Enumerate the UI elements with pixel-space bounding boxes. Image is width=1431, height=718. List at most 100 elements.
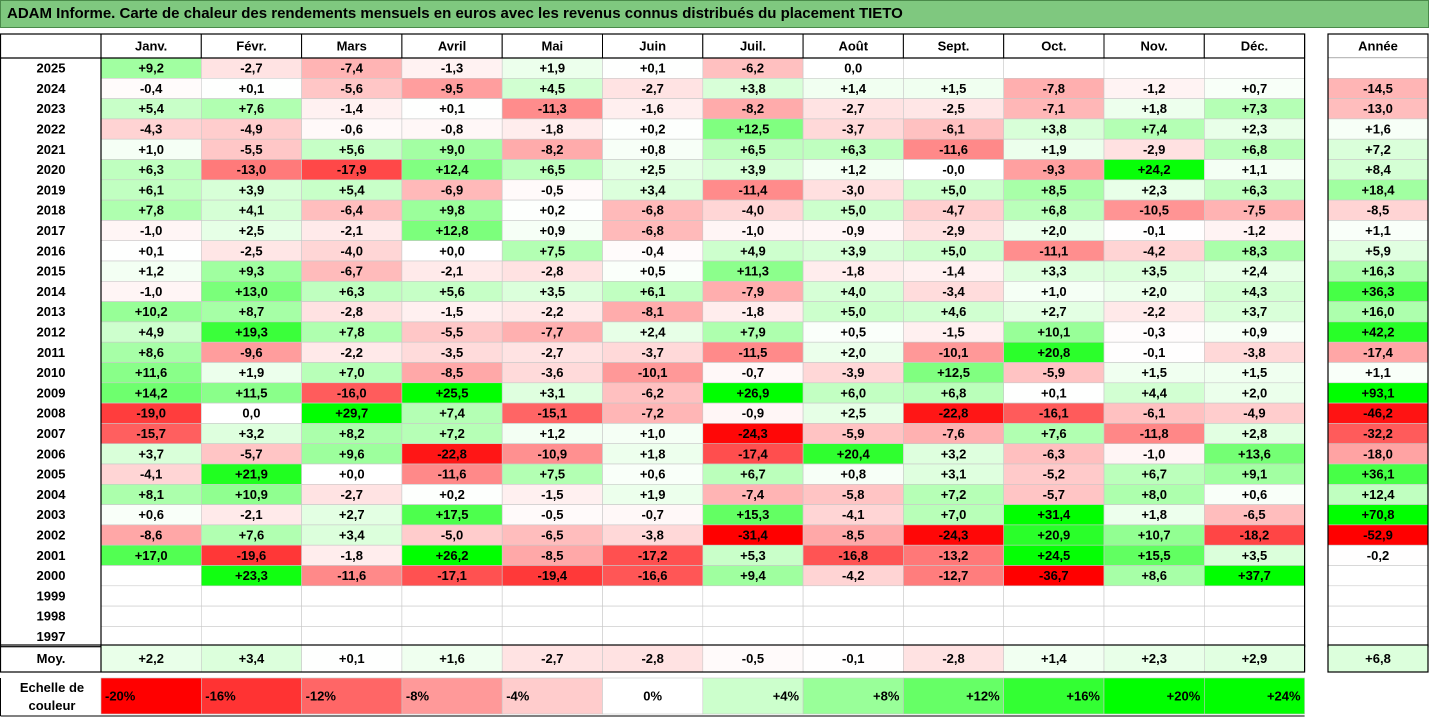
cell-value-label: -4,7 — [942, 203, 964, 218]
cell-value-label: +1,5 — [1141, 365, 1167, 380]
heatmap-cell — [100, 626, 202, 648]
cell-value-label: +7,3 — [1242, 101, 1268, 116]
cell-value-label: -1,2 — [1243, 223, 1265, 238]
cell-value-label: +4,5 — [540, 81, 566, 96]
cell-value-label: -1,8 — [341, 548, 363, 563]
average-value-label: +1,6 — [439, 651, 465, 666]
annual-value-label: +1,1 — [1365, 223, 1391, 238]
cell-value-label: +7,4 — [439, 406, 465, 421]
cell-value-label: +0,6 — [640, 467, 666, 482]
cell-value-label: -3,7 — [641, 345, 663, 360]
cell-value-label: -5,5 — [240, 142, 262, 157]
cell-value-label: -2,8 — [541, 264, 563, 279]
cell-value-label: -1,4 — [942, 264, 965, 279]
year-label: 2021 — [37, 142, 66, 157]
cell-value-label: -2,1 — [240, 507, 262, 522]
heatmap-cell — [401, 605, 503, 627]
cell-value-label: +1,0 — [1041, 284, 1067, 299]
cell-value-label: -1,0 — [140, 223, 162, 238]
year-label: 2005 — [37, 467, 66, 482]
cell-value-label: -0,1 — [1143, 223, 1165, 238]
heatmap-cell — [903, 626, 1005, 648]
cell-value-label: -3,6 — [541, 365, 563, 380]
annual-header-cell — [1327, 33, 1429, 59]
cell-value-label: -24,3 — [939, 527, 969, 542]
heatmap-cell — [201, 626, 302, 648]
cell-value-label: -8,2 — [541, 142, 563, 157]
cell-value-label: +8,7 — [239, 304, 265, 319]
cell-value-label: +26,2 — [436, 548, 469, 563]
annual-value-label: +1,6 — [1365, 121, 1391, 136]
heatmap-cell — [501, 585, 603, 607]
cell-value-label: -2,5 — [942, 101, 964, 116]
scale-swatch — [100, 677, 202, 715]
cell-value-label: +9,3 — [239, 264, 265, 279]
cell-value-label: +0,2 — [640, 121, 666, 136]
cell-value-label: +29,7 — [335, 406, 368, 421]
cell-value-label: +3,1 — [941, 467, 967, 482]
heatmap-cell — [1103, 57, 1205, 79]
cell-value-label: -5,5 — [441, 324, 463, 339]
month-header-label: Nov. — [1141, 38, 1168, 53]
cell-value-label: +3,9 — [740, 162, 766, 177]
heatmap-cell — [100, 565, 202, 587]
cell-value-label: +15,3 — [736, 507, 769, 522]
cell-value-label: -7,7 — [541, 324, 563, 339]
cell-value-label: +3,8 — [1041, 121, 1067, 136]
average-cell — [903, 644, 1005, 673]
cell-value-label: -10,1 — [638, 365, 668, 380]
cell-value-label: -3,8 — [1243, 345, 1265, 360]
cell-value-label: +3,5 — [1242, 548, 1268, 563]
cell-value-label: +23,3 — [235, 568, 268, 583]
cell-value-label: +6,8 — [1041, 203, 1067, 218]
cell-value-label: -0,0 — [942, 162, 964, 177]
cell-value-label: -8,1 — [641, 304, 663, 319]
cell-value-label: -3,7 — [842, 121, 864, 136]
cell-value-label: -19,4 — [538, 568, 568, 583]
heatmap-cell — [301, 585, 403, 607]
cell-value-label: +0,9 — [1242, 324, 1268, 339]
cell-value-label: -15,7 — [136, 426, 166, 441]
year-label: 2022 — [37, 121, 66, 136]
annual-value-label: +7,2 — [1365, 142, 1391, 157]
cell-value-label: -4,1 — [140, 467, 162, 482]
average-annual-cell — [1327, 644, 1429, 673]
year-label: 2002 — [37, 527, 66, 542]
cell-value-label: +0,0 — [339, 467, 365, 482]
cell-value-label: +1,8 — [1141, 507, 1167, 522]
cell-value-label: -7,4 — [742, 487, 765, 502]
cell-value-label: +8,0 — [1141, 487, 1167, 502]
cell-value-label: +6,1 — [138, 182, 164, 197]
cell-value-label: +3,1 — [540, 385, 566, 400]
cell-value-label: -8,5 — [441, 365, 463, 380]
cell-value-label: +9,0 — [439, 142, 465, 157]
annual-value-label: +5,9 — [1365, 243, 1391, 258]
cell-value-label: -7,8 — [1043, 81, 1065, 96]
cell-value-label: -19,6 — [237, 548, 267, 563]
month-header-cell — [602, 33, 704, 59]
cell-value-label: +2,5 — [239, 223, 265, 238]
average-row-border — [0, 644, 1306, 673]
cell-value-label: +0,6 — [138, 507, 164, 522]
month-header-label: Juin — [639, 38, 666, 53]
cell-value-label: +0,5 — [840, 324, 866, 339]
cell-value-label: +8,2 — [339, 426, 365, 441]
cell-value-label: -6,3 — [1043, 446, 1065, 461]
cell-value-label: -22,8 — [939, 406, 969, 421]
cell-value-label: +0,1 — [138, 243, 164, 258]
cell-value-label: -0,3 — [1143, 324, 1165, 339]
average-annual-value: +6,8 — [1365, 651, 1391, 666]
cell-value-label: +2,0 — [1041, 223, 1067, 238]
cell-value-label: -0,4 — [140, 81, 163, 96]
cell-value-label: -9,6 — [240, 345, 262, 360]
cell-value-label: -16,0 — [337, 385, 367, 400]
average-cell — [602, 644, 704, 673]
cell-value-label: -11,6 — [337, 568, 366, 583]
cell-value-label: -3,8 — [641, 527, 663, 542]
cell-value-label: -4,9 — [1243, 406, 1265, 421]
cell-value-label: +0,8 — [640, 142, 666, 157]
scale-label: +16% — [1066, 688, 1100, 703]
cell-value-label: +10,7 — [1138, 527, 1171, 542]
cell-value-label: +1,8 — [640, 446, 666, 461]
cell-value-label: -0,5 — [541, 507, 563, 522]
